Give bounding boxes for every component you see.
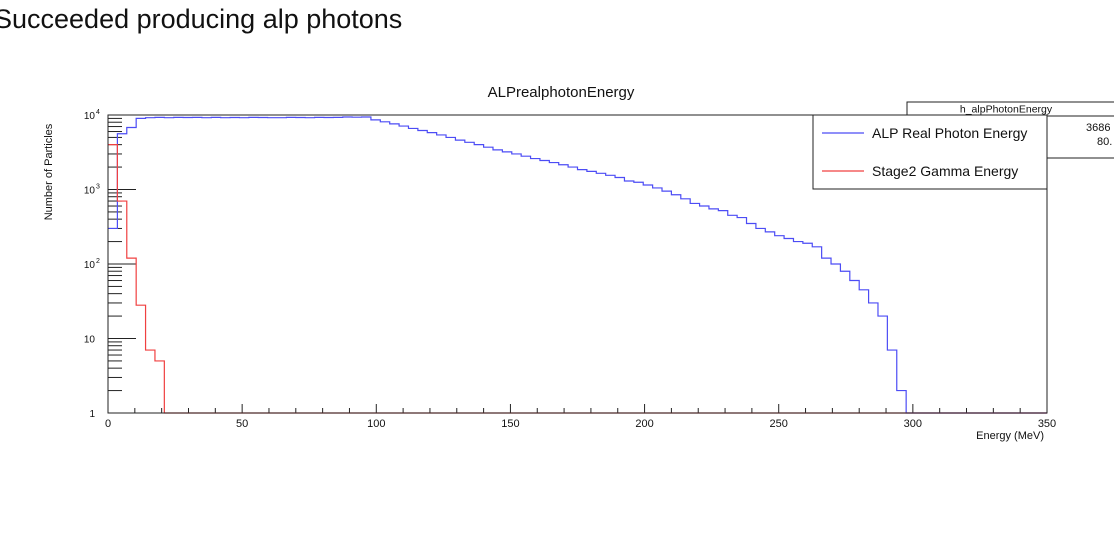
y-tick-label: 1 [89,409,95,420]
y-tick-label: 10 [84,186,96,197]
x-tick-label: 200 [635,418,653,430]
series-line-0 [108,116,1047,414]
legend: ALP Real Photon Energy Stage2 Gamma Ener… [812,114,1048,190]
stats-box-entries: 3686 [1086,122,1110,134]
y-tick-label-exponent: 4 [96,109,100,116]
legend-entry-stage2: Stage2 Gamma Energy [872,163,1018,179]
legend-entry-alp: ALP Real Photon Energy [872,125,1027,141]
y-tick-label: 10 [84,111,96,122]
page-heading: Succeeded producing alp photons [0,4,403,34]
y-tick-label-exponent: 3 [96,184,100,191]
x-tick-label: 300 [904,418,922,430]
chart-title: ALPrealphotonEnergy [488,84,635,101]
y-tick-label: 10 [84,335,96,346]
x-tick-label: 250 [770,418,788,430]
y-tick-label: 10 [84,260,96,271]
stats-box-mean: 80. [1097,136,1112,148]
y-tick-label-exponent: 2 [96,258,100,265]
x-tick-label: 50 [236,418,248,430]
x-tick-label: 100 [367,418,385,430]
stats-box-title: h_alpPhotonEnergy [960,104,1053,116]
x-axis-tick-labels: 0 50 100 150 200 250 300 350 [105,418,1056,430]
plot-frame [107,114,1048,414]
x-tick-label: 150 [501,418,519,430]
y-axis-label: Number of Particles [43,123,55,220]
x-tick-label: 0 [105,418,111,430]
x-tick-label: 350 [1038,418,1056,430]
x-axis-label: Energy (MeV) [976,430,1044,442]
